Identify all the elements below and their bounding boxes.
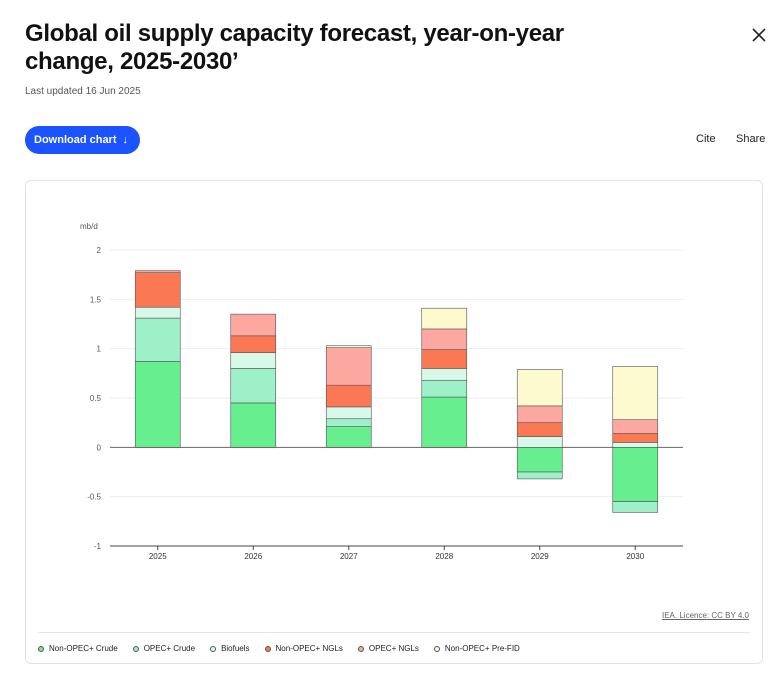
y-tick-label: 0.5 [90,394,102,403]
bar-segment-non-opec-ngls-2027 [325,384,372,408]
x-tick-label-2029: 2029 [531,552,549,561]
bar-segment-biofuels-2027 [325,406,372,420]
y-tick-label: 2 [97,246,102,255]
legend-label: Biofuels [221,644,250,653]
legend-label: Non-OPEC+ NGLs [275,644,343,653]
page-title: Global oil supply capacity forecast, yea… [25,20,564,75]
legend-item-opec-crude[interactable]: OPEC+ Crude [132,644,196,653]
bar-segment-non-opec-pre-fid-2029 [516,369,563,407]
legend-swatch [433,645,440,652]
y-tick-label: 1.5 [90,295,102,304]
bar-segment-non-opec-pre-fid-2030 [612,366,659,421]
bar-segment-opec-crude-2030 [612,501,659,513]
bar-segment-non-opec-pre-fid-2028 [421,307,468,330]
y-axis-unit-label: mb/d [80,222,98,231]
bar-segment-opec-crude-2027 [325,418,372,427]
bar-segment-non-opec-ngls-2028 [421,349,468,369]
legend-item-biofuels[interactable]: Biofuels [210,644,250,653]
legend-item-non-opec-pre-fid[interactable]: Non-OPEC+ Pre-FID [433,644,520,653]
y-tick-label: 1 [97,345,102,354]
bar-segment-opec-ngls-2028 [421,328,468,350]
x-tick-label-2027: 2027 [340,552,358,561]
bar-segment-non-opec-crude-2028 [421,396,468,448]
legend-swatch [357,645,364,652]
bar-segment-non-opec-crude-2027 [325,426,372,448]
legend-swatch [38,645,44,652]
download-arrow-icon: ↓ [122,134,129,146]
bar-segment-biofuels-2029 [516,436,563,448]
cite-link[interactable]: Cite [696,133,716,145]
bar-segment-opec-ngls-2029 [516,405,563,423]
y-tick-label: -0.5 [87,493,101,502]
legend-label: OPEC+ Crude [143,644,196,653]
licence-link[interactable]: IEA. Licence: CC BY 4.0 [662,611,750,620]
bar-segment-opec-ngls-2026 [230,313,277,337]
legend-swatch [132,645,139,652]
legend-item-non-opec-crude[interactable]: Non-OPEC+ Crude [38,644,118,653]
x-tick-label-2025: 2025 [149,552,167,561]
y-tick-label: -1 [94,542,102,551]
bar-segment-opec-ngls-2030 [612,419,659,434]
bar-segment-opec-ngls-2025 [134,270,181,273]
legend-divider [38,632,750,633]
bar-segment-non-opec-crude-2025 [134,361,181,448]
bar-segment-non-opec-crude-2029 [516,447,563,473]
bar-segment-opec-crude-2025 [134,317,181,362]
download-chart-button[interactable]: Download chart ↓ [25,126,141,154]
chart-legend: Non-OPEC+ Crude OPEC+ Crude Biofuels Non-OP… [38,644,520,653]
bar-segment-opec-crude-2026 [230,368,277,404]
x-tick-label-2028: 2028 [435,552,453,561]
legend-swatch [210,645,217,652]
x-tick-label-2026: 2026 [244,552,262,561]
bar-segment-biofuels-2030 [612,442,659,448]
bar-segment-non-opec-ngls-2030 [612,433,659,443]
bar-segment-non-opec-crude-2030 [612,447,659,502]
x-tick-label-2030: 2030 [626,552,644,561]
bar-segment-biofuels-2028 [421,368,468,381]
bar-segment-biofuels-2026 [230,352,277,369]
bar-segment-opec-crude-2028 [421,379,468,398]
bar-segment-non-opec-pre-fid-2027 [325,345,372,348]
bar-segment-opec-crude-2029 [516,471,563,480]
bar-segment-opec-ngls-2027 [325,347,372,386]
bar-segment-non-opec-ngls-2026 [230,335,277,353]
y-tick-label: 0 [97,443,102,452]
last-updated: Last updated 16 Jun 2025 [25,86,141,97]
download-chart-label: Download chart [34,134,117,146]
legend-label: Non-OPEC+ Crude [49,644,118,653]
share-link[interactable]: Share [736,133,766,145]
legend-label: Non-OPEC+ Pre-FID [444,644,520,653]
legend-label: OPEC+ NGLs [368,644,419,653]
legend-swatch [264,645,271,652]
legend-item-non-opec-ngls[interactable]: Non-OPEC+ NGLs [264,644,343,653]
bar-segment-non-opec-ngls-2029 [516,422,563,437]
bar-segment-non-opec-crude-2026 [230,402,277,448]
close-icon[interactable] [748,24,770,46]
legend-item-opec-ngls[interactable]: OPEC+ NGLs [357,644,419,653]
bar-segment-biofuels-2025 [134,306,181,319]
bar-segment-non-opec-ngls-2025 [134,272,181,308]
